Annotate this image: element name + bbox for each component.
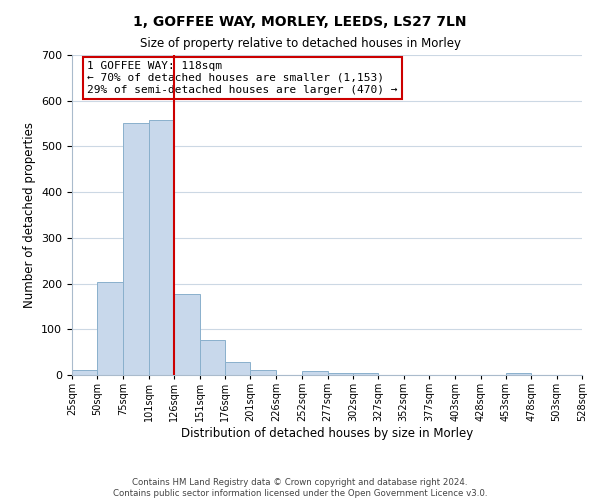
Bar xyxy=(72,370,97,375)
Bar xyxy=(506,372,532,375)
Bar xyxy=(175,294,200,375)
Text: Contains HM Land Registry data © Crown copyright and database right 2024.
Contai: Contains HM Land Registry data © Crown c… xyxy=(113,478,487,498)
Y-axis label: Number of detached properties: Number of detached properties xyxy=(23,122,35,308)
Bar xyxy=(97,282,122,375)
Bar xyxy=(200,340,225,375)
X-axis label: Distribution of detached houses by size in Morley: Distribution of detached houses by size … xyxy=(181,427,473,440)
Text: 1, GOFFEE WAY, MORLEY, LEEDS, LS27 7LN: 1, GOFFEE WAY, MORLEY, LEEDS, LS27 7LN xyxy=(133,15,467,29)
Bar xyxy=(250,370,276,375)
Bar xyxy=(149,120,175,375)
Bar xyxy=(353,372,378,375)
Text: Size of property relative to detached houses in Morley: Size of property relative to detached ho… xyxy=(139,38,461,51)
Bar xyxy=(122,122,149,375)
Bar xyxy=(225,362,250,375)
Text: 1 GOFFEE WAY: 118sqm
← 70% of detached houses are smaller (1,153)
29% of semi-de: 1 GOFFEE WAY: 118sqm ← 70% of detached h… xyxy=(88,62,398,94)
Bar xyxy=(302,372,328,375)
Bar xyxy=(328,372,353,375)
